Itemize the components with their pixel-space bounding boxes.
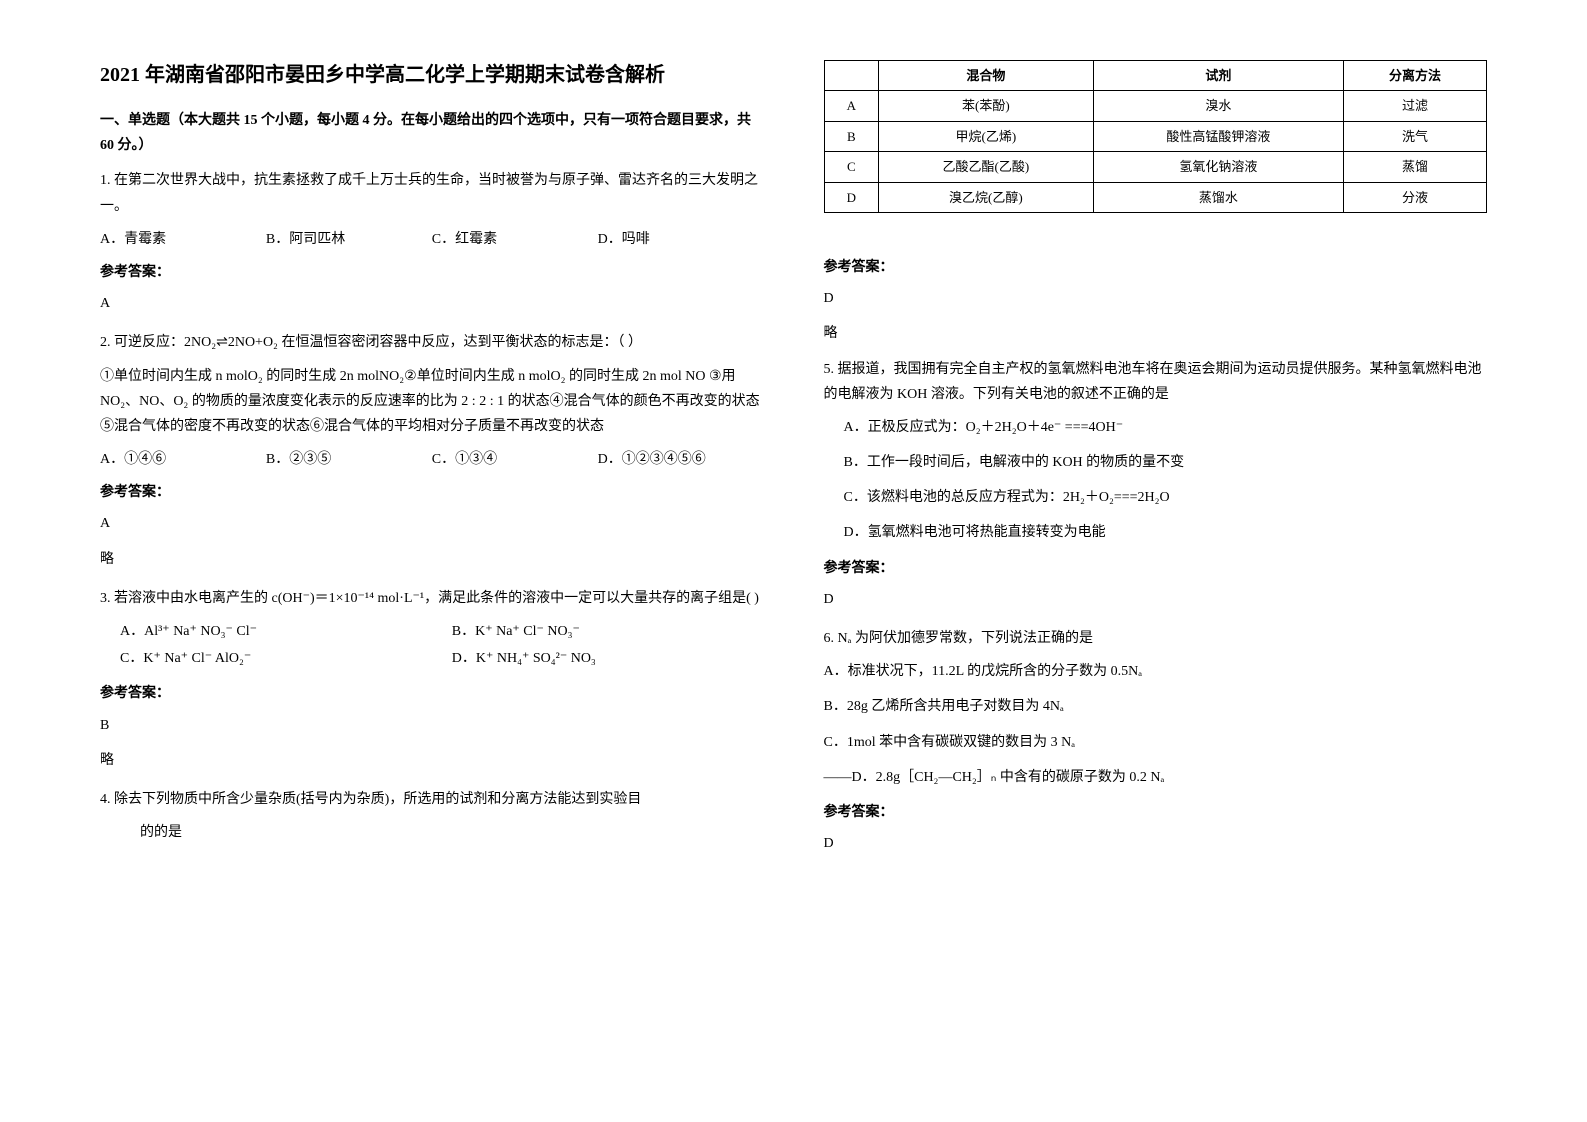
- q6-options: A．标准状况下，11.2L 的戊烷所含的分子数为 0.5Nₐ B．28g 乙烯所…: [824, 659, 1488, 790]
- q2-text2: ①单位时间内生成 n molO₂ 的同时生成 2n molNO₂②单位时间内生成…: [100, 364, 764, 440]
- page-title: 2021 年湖南省邵阳市晏田乡中学高二化学上学期期末试卷含解析: [100, 60, 764, 90]
- table-row: C 乙酸乙酯(乙酸) 氢氧化钠溶液 蒸馏: [824, 152, 1487, 182]
- q3-text: 3. 若溶液中由水电离产生的 c(OH⁻)＝1×10⁻¹⁴ mol·L⁻¹，满足…: [100, 586, 764, 611]
- question-3: 3. 若溶液中由水电离产生的 c(OH⁻)＝1×10⁻¹⁴ mol·L⁻¹，满足…: [100, 586, 764, 773]
- q2-answer: A: [100, 511, 764, 536]
- q2-answer-label: 参考答案：: [100, 480, 764, 505]
- q5-text: 5. 据报道，我国拥有完全自主产权的氢氧燃料电池车将在奥运会期间为运动员提供服务…: [824, 357, 1488, 407]
- th-method: 分离方法: [1344, 61, 1487, 91]
- q6-text: 6. Nₐ 为阿伏加德罗常数，下列说法正确的是: [824, 626, 1488, 651]
- q4-note: 略: [824, 321, 1488, 346]
- q3-opt-d: D．K⁺ NH₄⁺ SO₄²⁻ NO₃: [432, 646, 764, 671]
- q5-opt-d: D．氢氧燃料电池可将热能直接转变为电能: [824, 520, 1488, 545]
- table-header-row: 混合物 试剂 分离方法: [824, 61, 1487, 91]
- cell: 溴乙烷(乙醇): [879, 182, 1094, 212]
- q2-opt-a: A．①④⑥: [100, 447, 266, 472]
- left-column: 2021 年湖南省邵阳市晏田乡中学高二化学上学期期末试卷含解析 一、单选题（本大…: [100, 60, 764, 870]
- question-4-text: 4. 除去下列物质中所含少量杂质(括号内为杂质)，所选用的试剂和分离方法能达到实…: [100, 787, 764, 845]
- q5-opt-b: B．工作一段时间后，电解液中的 KOH 的物质的量不变: [824, 450, 1488, 475]
- q5-opt-c: C．该燃料电池的总反应方程式为：2H₂＋O₂===2H₂O: [824, 485, 1488, 510]
- q4-table: 混合物 试剂 分离方法 A 苯(苯酚) 溴水 过滤 B 甲烷(乙烯) 酸性高锰酸…: [824, 60, 1488, 213]
- cell: C: [824, 152, 879, 182]
- question-6: 6. Nₐ 为阿伏加德罗常数，下列说法正确的是 A．标准状况下，11.2L 的戊…: [824, 626, 1488, 856]
- q1-opt-d: D．吗啡: [598, 227, 764, 252]
- table-row: A 苯(苯酚) 溴水 过滤: [824, 91, 1487, 121]
- question-5: 5. 据报道，我国拥有完全自主产权的氢氧燃料电池车将在奥运会期间为运动员提供服务…: [824, 357, 1488, 613]
- q1-answer-label: 参考答案：: [100, 260, 764, 285]
- question-2: 2. 可逆反应：2NO₂⇌2NO+O₂ 在恒温恒容密闭容器中反应，达到平衡状态的…: [100, 330, 764, 572]
- cell: 蒸馏水: [1093, 182, 1343, 212]
- q3-answer: B: [100, 713, 764, 738]
- q6-opt-a: A．标准状况下，11.2L 的戊烷所含的分子数为 0.5Nₐ: [824, 659, 1488, 684]
- q6-answer: D: [824, 831, 1488, 856]
- q2-note: 略: [100, 547, 764, 572]
- q1-opt-a: A．青霉素: [100, 227, 266, 252]
- q4-answer-label: 参考答案：: [824, 255, 1488, 280]
- q1-answer: A: [100, 291, 764, 316]
- q2-opt-b: B．②③⑤: [266, 447, 432, 472]
- q3-options: A．Al³⁺ Na⁺ NO₃⁻ Cl⁻ B．K⁺ Na⁺ Cl⁻ NO₃⁻ C．…: [100, 619, 764, 673]
- q6-opt-c: C．1mol 苯中含有碳碳双键的数目为 3 Nₐ: [824, 730, 1488, 755]
- q2-options: A．①④⑥ B．②③⑤ C．①③④ D．①②③④⑤⑥: [100, 447, 764, 472]
- cell: 氢氧化钠溶液: [1093, 152, 1343, 182]
- q3-opt-b: B．K⁺ Na⁺ Cl⁻ NO₃⁻: [432, 619, 764, 644]
- th-blank: [824, 61, 879, 91]
- q6-answer-label: 参考答案：: [824, 800, 1488, 825]
- q2-opt-c: C．①③④: [432, 447, 598, 472]
- cell: B: [824, 121, 879, 151]
- cell: D: [824, 182, 879, 212]
- cell: 蒸馏: [1344, 152, 1487, 182]
- q4-text2: 的的是: [100, 820, 764, 845]
- q3-opt-c: C．K⁺ Na⁺ Cl⁻ AlO₂⁻: [100, 646, 432, 671]
- cell: 酸性高锰酸钾溶液: [1093, 121, 1343, 151]
- table-row: B 甲烷(乙烯) 酸性高锰酸钾溶液 洗气: [824, 121, 1487, 151]
- section-header: 一、单选题（本大题共 15 个小题，每小题 4 分。在每小题给出的四个选项中，只…: [100, 108, 764, 158]
- q3-answer-label: 参考答案：: [100, 681, 764, 706]
- question-1: 1. 在第二次世界大战中，抗生素拯救了成千上万士兵的生命，当时被誉为与原子弹、雷…: [100, 168, 764, 316]
- table-row: D 溴乙烷(乙醇) 蒸馏水 分液: [824, 182, 1487, 212]
- cell: 甲烷(乙烯): [879, 121, 1094, 151]
- cell: 洗气: [1344, 121, 1487, 151]
- cell: 乙酸乙酯(乙酸): [879, 152, 1094, 182]
- q1-opt-c: C．红霉素: [432, 227, 598, 252]
- q4-answer: D: [824, 286, 1488, 311]
- cell: 分液: [1344, 182, 1487, 212]
- th-mixture: 混合物: [879, 61, 1094, 91]
- cell: 苯(苯酚): [879, 91, 1094, 121]
- q1-opt-b: B．阿司匹林: [266, 227, 432, 252]
- q5-options: A．正极反应式为：O₂＋2H₂O＋4e⁻ ===4OH⁻ B．工作一段时间后，电…: [824, 415, 1488, 546]
- cell: 过滤: [1344, 91, 1487, 121]
- q2-opt-d: D．①②③④⑤⑥: [598, 447, 764, 472]
- q4-text: 4. 除去下列物质中所含少量杂质(括号内为杂质)，所选用的试剂和分离方法能达到实…: [100, 787, 764, 812]
- q5-answer-label: 参考答案：: [824, 556, 1488, 581]
- q6-opt-d: ——D．2.8g［CH₂—CH₂］ₙ 中含有的碳原子数为 0.2 Nₐ: [824, 765, 1488, 790]
- cell: A: [824, 91, 879, 121]
- q6-opt-b: B．28g 乙烯所含共用电子对数目为 4Nₐ: [824, 694, 1488, 719]
- q1-text: 1. 在第二次世界大战中，抗生素拯救了成千上万士兵的生命，当时被誉为与原子弹、雷…: [100, 168, 764, 218]
- q3-opt-a: A．Al³⁺ Na⁺ NO₃⁻ Cl⁻: [100, 619, 432, 644]
- th-reagent: 试剂: [1093, 61, 1343, 91]
- q5-opt-a: A．正极反应式为：O₂＋2H₂O＋4e⁻ ===4OH⁻: [824, 415, 1488, 440]
- q5-answer: D: [824, 587, 1488, 612]
- q3-note: 略: [100, 748, 764, 773]
- right-column: 混合物 试剂 分离方法 A 苯(苯酚) 溴水 过滤 B 甲烷(乙烯) 酸性高锰酸…: [824, 60, 1488, 870]
- q2-text1: 2. 可逆反应：2NO₂⇌2NO+O₂ 在恒温恒容密闭容器中反应，达到平衡状态的…: [100, 330, 764, 355]
- cell: 溴水: [1093, 91, 1343, 121]
- q1-options: A．青霉素 B．阿司匹林 C．红霉素 D．吗啡: [100, 227, 764, 252]
